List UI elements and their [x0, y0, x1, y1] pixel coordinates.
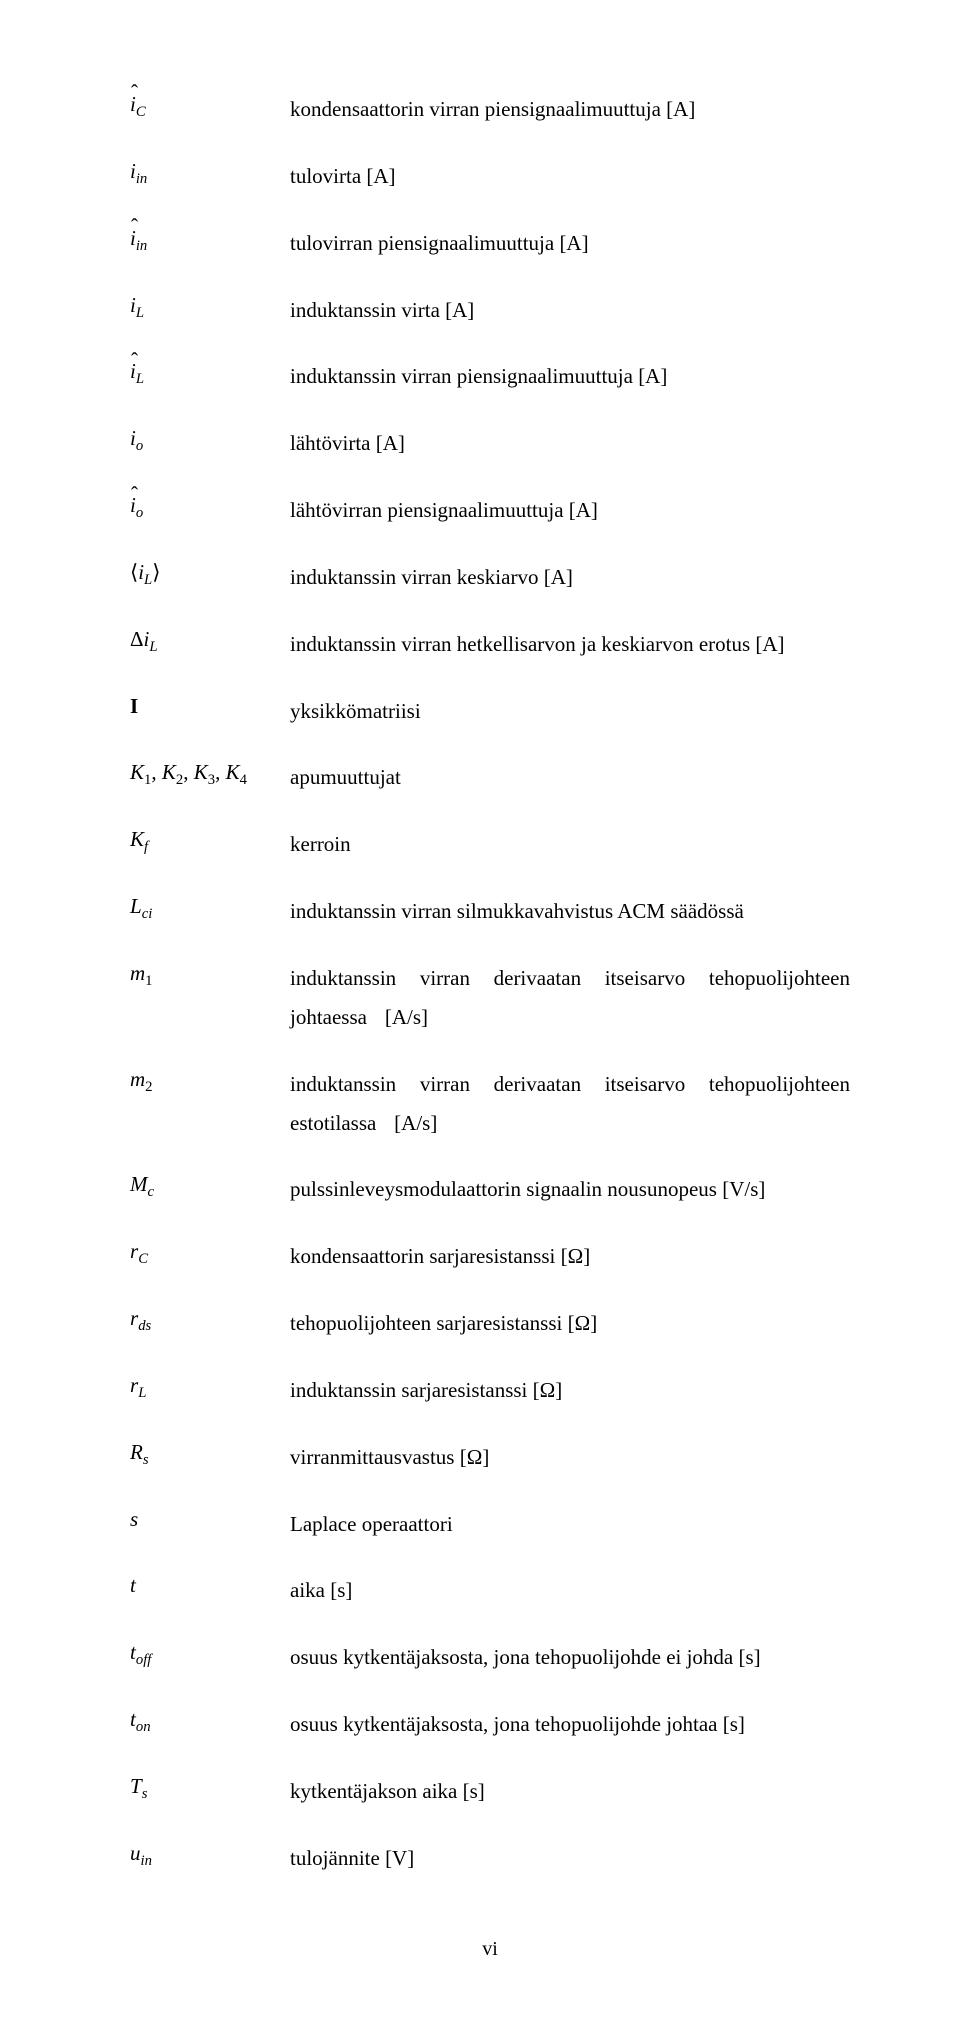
definition-row: Iyksikkömatriisi: [130, 692, 850, 731]
description-cell: induktanssin virran keskiarvo [A]: [290, 558, 850, 597]
symbol-cell: uin: [130, 1839, 290, 1872]
symbol-definitions-list: iCkondensaattorin virran piensignaalimuu…: [130, 90, 850, 1878]
description-cell: pulssinleveysmodulaattorin signaalin nou…: [290, 1170, 850, 1209]
description-cell: osuus kytkentäjaksosta, jona tehopuolijo…: [290, 1638, 850, 1677]
definition-row: K1, K2, K3, K4apumuuttujat: [130, 758, 850, 797]
symbol-cell: Lci: [130, 892, 290, 925]
page: iCkondensaattorin virran piensignaalimuu…: [0, 0, 960, 2021]
description-cell: induktanssin virta [A]: [290, 291, 850, 330]
description-cell: kytkentäjakson aika [s]: [290, 1772, 850, 1811]
symbol-cell: ⟨iL⟩: [130, 558, 290, 591]
definition-row: ⟨iL⟩induktanssin virran keskiarvo [A]: [130, 558, 850, 597]
description-cell: induktanssin virran derivaatan itseisarv…: [290, 959, 850, 1037]
symbol-cell: ton: [130, 1705, 290, 1738]
symbol-cell: iC: [130, 90, 290, 123]
symbol-cell: iL: [130, 291, 290, 324]
definition-row: iintulovirta [A]: [130, 157, 850, 196]
definition-row: uintulojännite [V]: [130, 1839, 850, 1878]
definition-row: sLaplace operaattori: [130, 1505, 850, 1544]
symbol-cell: rC: [130, 1237, 290, 1270]
symbol-cell: ΔiL: [130, 625, 290, 658]
description-cell: kondensaattorin sarjaresistanssi [Ω]: [290, 1237, 850, 1276]
symbol-cell: m2: [130, 1065, 290, 1098]
definition-row: Lciinduktanssin virran silmukkavahvistus…: [130, 892, 850, 931]
description-cell: yksikkömatriisi: [290, 692, 850, 731]
definition-row: m1induktanssin virran derivaatan itseisa…: [130, 959, 850, 1037]
description-cell: kondensaattorin virran piensignaalimuutt…: [290, 90, 850, 129]
description-cell: apumuuttujat: [290, 758, 850, 797]
description-cell: induktanssin virran derivaatan itseisarv…: [290, 1065, 850, 1143]
definition-row: tonosuus kytkentäjaksosta, jona tehopuol…: [130, 1705, 850, 1744]
description-cell: Laplace operaattori: [290, 1505, 850, 1544]
definition-row: ΔiLinduktanssin virran hetkellisarvon ja…: [130, 625, 850, 664]
description-cell: lähtövirran piensignaalimuuttuja [A]: [290, 491, 850, 530]
symbol-cell: m1: [130, 959, 290, 992]
definition-row: rCkondensaattorin sarjaresistanssi [Ω]: [130, 1237, 850, 1276]
symbol-cell: Ts: [130, 1772, 290, 1805]
description-cell: tehopuolijohteen sarjaresistanssi [Ω]: [290, 1304, 850, 1343]
symbol-cell: s: [130, 1505, 290, 1534]
definition-row: taika [s]: [130, 1571, 850, 1610]
symbol-cell: io: [130, 424, 290, 457]
description-cell: induktanssin virran hetkellisarvon ja ke…: [290, 625, 850, 664]
symbol-cell: Kf: [130, 825, 290, 858]
definition-row: rLinduktanssin sarjaresistanssi [Ω]: [130, 1371, 850, 1410]
definition-row: rdstehopuolijohteen sarjaresistanssi [Ω]: [130, 1304, 850, 1343]
page-number: vi: [130, 1938, 850, 1961]
description-cell: induktanssin sarjaresistanssi [Ω]: [290, 1371, 850, 1410]
definition-row: iLinduktanssin virta [A]: [130, 291, 850, 330]
definition-row: Mcpulssinleveysmodulaattorin signaalin n…: [130, 1170, 850, 1209]
description-cell: tulovirta [A]: [290, 157, 850, 196]
symbol-cell: rL: [130, 1371, 290, 1404]
description-cell: osuus kytkentäjaksosta, jona tehopuolijo…: [290, 1705, 850, 1744]
symbol-cell: iin: [130, 224, 290, 257]
symbol-cell: iin: [130, 157, 290, 190]
definition-row: toffosuus kytkentäjaksosta, jona tehopuo…: [130, 1638, 850, 1677]
description-cell: induktanssin virran silmukkavahvistus AC…: [290, 892, 850, 931]
symbol-cell: rds: [130, 1304, 290, 1337]
definition-row: m2induktanssin virran derivaatan itseisa…: [130, 1065, 850, 1143]
symbol-cell: Mc: [130, 1170, 290, 1203]
definition-row: iLinduktanssin virran piensignaalimuuttu…: [130, 357, 850, 396]
definition-row: Rsvirranmittausvastus [Ω]: [130, 1438, 850, 1477]
description-cell: tulovirran piensignaalimuuttuja [A]: [290, 224, 850, 263]
description-cell: aika [s]: [290, 1571, 850, 1610]
symbol-cell: iL: [130, 357, 290, 390]
definition-row: Tskytkentäjakson aika [s]: [130, 1772, 850, 1811]
definition-row: iolähtövirran piensignaalimuuttuja [A]: [130, 491, 850, 530]
definition-row: iolähtövirta [A]: [130, 424, 850, 463]
symbol-cell: t: [130, 1571, 290, 1600]
description-cell: tulojännite [V]: [290, 1839, 850, 1878]
description-cell: virranmittausvastus [Ω]: [290, 1438, 850, 1477]
definition-row: Kfkerroin: [130, 825, 850, 864]
description-cell: lähtövirta [A]: [290, 424, 850, 463]
description-cell: induktanssin virran piensignaalimuuttuja…: [290, 357, 850, 396]
symbol-cell: K1, K2, K3, K4: [130, 758, 290, 791]
definition-row: iCkondensaattorin virran piensignaalimuu…: [130, 90, 850, 129]
symbol-cell: I: [130, 692, 290, 721]
symbol-cell: io: [130, 491, 290, 524]
symbol-cell: toff: [130, 1638, 290, 1671]
description-cell: kerroin: [290, 825, 850, 864]
definition-row: iintulovirran piensignaalimuuttuja [A]: [130, 224, 850, 263]
symbol-cell: Rs: [130, 1438, 290, 1471]
